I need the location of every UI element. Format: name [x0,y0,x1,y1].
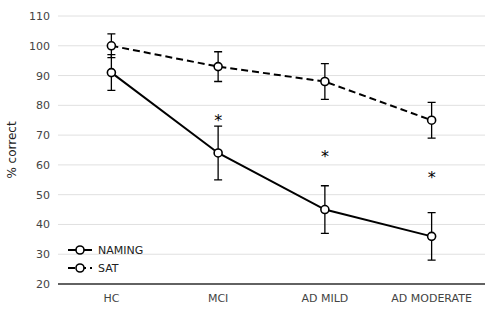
series-line [111,73,431,237]
error-bar [214,52,222,82]
point-marker [428,116,436,124]
grid-line [58,45,485,46]
x-tick-label: HC [103,292,119,305]
series-line [111,46,431,120]
x-tick-label: AD MILD [301,292,348,305]
y-tick-label: 70 [36,129,50,142]
grid-line [58,224,485,225]
y-tick-label: 20 [36,278,50,291]
chart: 20 30 40 50 60 70 80 90 100 110 % correct HC MCI AD M… [0,0,500,320]
point-marker [107,42,115,50]
grid-line [58,194,485,195]
y-tick-label: 40 [36,218,50,231]
y-tick-label: 110 [29,10,50,23]
point-marker [214,149,222,157]
point-marker [107,69,115,77]
point-marker [321,78,329,86]
legend-marker [76,246,84,254]
y-tick-label: 80 [36,99,50,112]
grid-line [58,164,485,165]
annotation: * [321,147,329,166]
plot-area [107,34,435,260]
legend: NAMING SAT [68,244,143,275]
annotation: * [428,168,436,187]
x-tick-label: MCI [208,292,228,305]
y-tick-label: 60 [36,159,50,172]
y-tick-label: 100 [29,40,50,53]
x-tick-label: AD MODERATE [391,292,472,305]
y-tick-label: 90 [36,70,50,83]
legend-marker [76,264,84,272]
error-bar [214,126,222,180]
error-bar [107,34,115,58]
x-axis-line [58,283,485,285]
error-bar [428,213,436,261]
error-bar [321,186,329,234]
legend-label: SAT [98,262,119,275]
y-tick-label: 50 [36,189,50,202]
point-marker [321,206,329,214]
grid-line [58,105,485,106]
grid-line [58,284,485,285]
grid-line [58,135,485,136]
error-bar [428,102,436,138]
grid-line [58,75,485,76]
y-axis-label: % correct [5,121,19,179]
error-bar [107,55,115,91]
annotation: * [214,111,222,130]
point-marker [428,232,436,240]
y-tick-label: 30 [36,248,50,261]
point-marker [214,63,222,71]
error-bar [321,64,329,100]
grid-line [58,16,485,17]
legend-label: NAMING [98,244,143,257]
